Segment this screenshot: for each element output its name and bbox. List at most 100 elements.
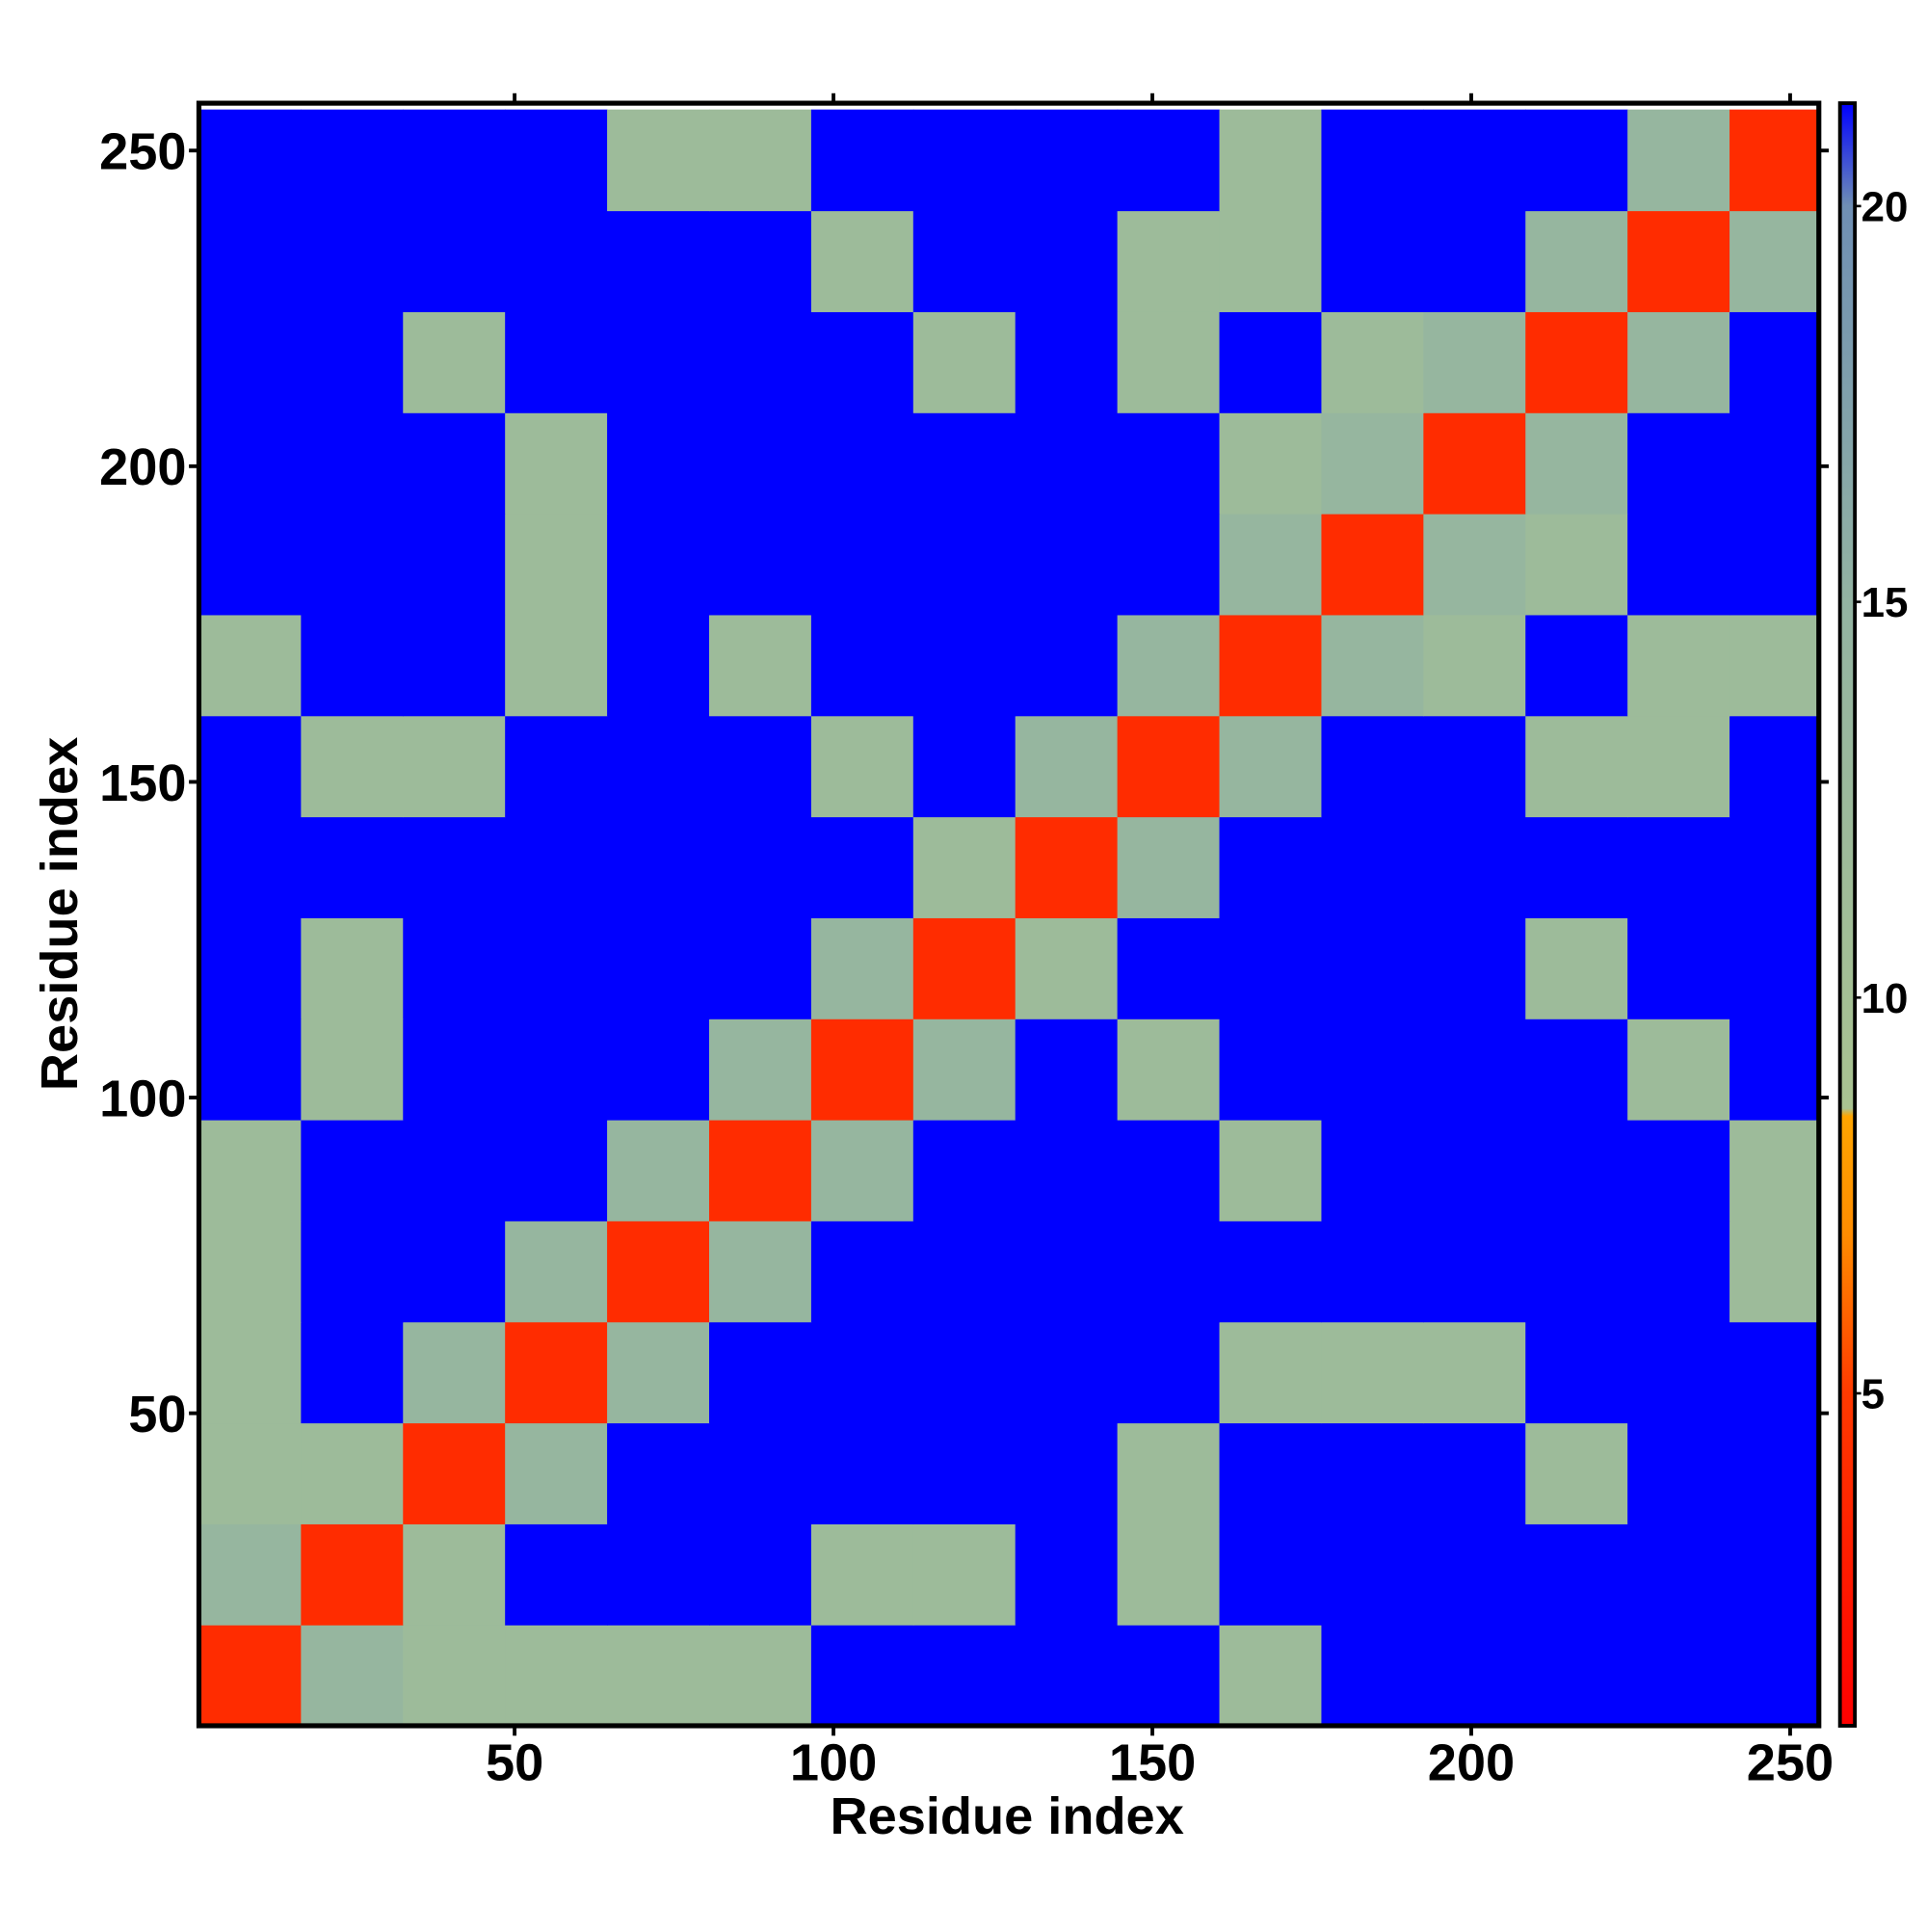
heatmap-cell xyxy=(912,1523,1016,1626)
heatmap-cell xyxy=(403,412,506,515)
heatmap-cell xyxy=(607,816,710,918)
heatmap-cell xyxy=(1015,513,1119,616)
heatmap-cell xyxy=(1627,412,1730,515)
heatmap-cell xyxy=(810,1523,914,1626)
heatmap-cell xyxy=(505,715,608,818)
heatmap-cell xyxy=(912,715,1016,818)
heatmap-cell xyxy=(403,1523,506,1626)
y-tick-label: 150 xyxy=(99,754,186,812)
heatmap-cell xyxy=(708,1019,812,1121)
heatmap-cell xyxy=(403,109,506,212)
colorbar-tick-label: 15 xyxy=(1861,579,1909,626)
heatmap-cell xyxy=(1729,1523,1819,1626)
heatmap-cell xyxy=(810,715,914,818)
heatmap-cell xyxy=(403,1220,506,1323)
heatmap-cell xyxy=(708,715,812,818)
heatmap-cell xyxy=(1729,614,1819,717)
heatmap-cell xyxy=(1117,513,1221,616)
heatmap-cell xyxy=(1117,715,1221,818)
heatmap-cell xyxy=(1015,1422,1119,1524)
heatmap-cell xyxy=(1321,614,1424,717)
heatmap-cell xyxy=(1729,917,1819,1019)
heatmap-cell xyxy=(505,1625,608,1726)
heatmap-cell xyxy=(810,1422,914,1524)
heatmap-cell xyxy=(708,1523,812,1626)
heatmap-cell xyxy=(1015,1220,1119,1323)
heatmap-cell xyxy=(708,1625,812,1726)
heatmap-cell xyxy=(708,1422,812,1524)
heatmap-cell xyxy=(198,1422,303,1524)
heatmap-cell xyxy=(403,917,506,1019)
heatmap-cell xyxy=(1627,715,1730,818)
heatmap-cell xyxy=(1423,311,1526,413)
y-tick-label: 100 xyxy=(99,1070,186,1127)
x-tick-label: 200 xyxy=(1428,1734,1515,1792)
heatmap-cell xyxy=(301,614,404,717)
heatmap-cell xyxy=(912,1625,1016,1726)
heatmap-cell xyxy=(1117,210,1221,312)
heatmap-cell xyxy=(1729,311,1819,413)
heatmap-cell xyxy=(198,412,303,515)
heatmap-cell xyxy=(1015,715,1119,818)
heatmap-cell xyxy=(810,311,914,413)
heatmap-cell xyxy=(708,1321,812,1424)
heatmap-cell xyxy=(1627,1019,1730,1121)
heatmap-cell xyxy=(708,210,812,312)
heatmap-cell xyxy=(1525,1523,1628,1626)
heatmap-cell xyxy=(1423,210,1526,312)
heatmap-cell xyxy=(708,1220,812,1323)
heatmap-cell xyxy=(1423,1220,1526,1323)
heatmap-cell xyxy=(1525,614,1628,717)
heatmap-cell xyxy=(1321,109,1424,212)
heatmap-cell xyxy=(198,1523,303,1626)
heatmap-cell xyxy=(708,513,812,616)
heatmap-cell xyxy=(1117,614,1221,717)
heatmap-cell xyxy=(1015,1523,1119,1626)
heatmap-cell xyxy=(1627,311,1730,413)
heatmap-cell xyxy=(1525,311,1628,413)
heatmap-cell xyxy=(1015,816,1119,918)
heatmap-cell xyxy=(1627,1625,1730,1726)
heatmap-cell xyxy=(198,917,303,1019)
heatmap-cell xyxy=(810,816,914,918)
heatmap-cell xyxy=(1525,1625,1628,1726)
heatmap-cell xyxy=(1015,1019,1119,1121)
heatmap-cell xyxy=(403,210,506,312)
heatmap-cell xyxy=(708,917,812,1019)
heatmap-cell xyxy=(912,1019,1016,1121)
colorbar-tick-label: 20 xyxy=(1861,183,1909,230)
heatmap-cell xyxy=(198,311,303,413)
heatmap-cell xyxy=(1321,1321,1424,1424)
heatmap-cell xyxy=(1627,109,1730,212)
heatmap-cell xyxy=(1117,917,1221,1019)
heatmap-cell xyxy=(403,715,506,818)
heatmap-cell xyxy=(810,412,914,515)
heatmap-cell xyxy=(607,1625,710,1726)
heatmap-cell xyxy=(1219,210,1323,312)
heatmap-cell xyxy=(1015,1625,1119,1726)
heatmap-cell xyxy=(1219,1220,1323,1323)
heatmap-cell xyxy=(505,1321,608,1424)
heatmap-cell xyxy=(1525,917,1628,1019)
heatmap-cell xyxy=(1321,1422,1424,1524)
heatmap-cell xyxy=(1321,816,1424,918)
heatmap-cell xyxy=(403,1019,506,1121)
heatmap-cell xyxy=(912,816,1016,918)
heatmap-cell xyxy=(1321,1119,1424,1222)
heatmap-cell xyxy=(1015,917,1119,1019)
heatmap-cell xyxy=(198,210,303,312)
heatmap-cell xyxy=(198,1321,303,1424)
heatmap-cell xyxy=(912,1220,1016,1323)
heatmap-cell xyxy=(505,1019,608,1121)
heatmap-cell xyxy=(301,1220,404,1323)
heatmap-cell xyxy=(1729,210,1819,312)
heatmap-cell xyxy=(1219,1422,1323,1524)
heatmap-cell xyxy=(1423,513,1526,616)
heatmap-cell xyxy=(1729,816,1819,918)
heatmap-cell xyxy=(301,1321,404,1424)
heatmap-cell xyxy=(1219,1019,1323,1121)
heatmap-cell xyxy=(301,1422,404,1524)
plot-frame xyxy=(196,100,1822,1729)
heatmap-cell xyxy=(1525,816,1628,918)
x-tick-label: 50 xyxy=(486,1734,543,1792)
